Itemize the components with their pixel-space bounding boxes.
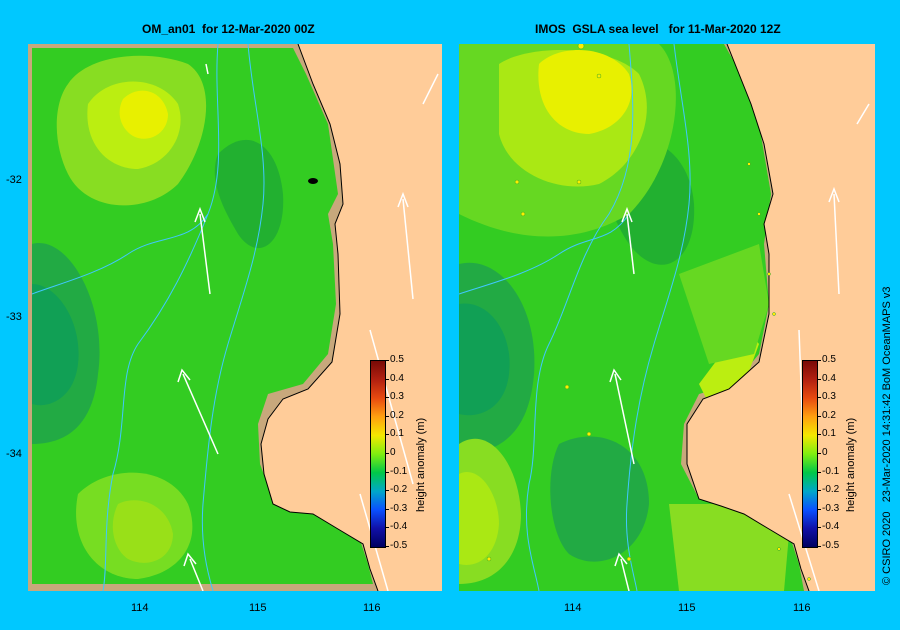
lat-label: -34 bbox=[6, 448, 22, 460]
lat-label: -33 bbox=[6, 311, 22, 323]
colorbar-tick-label: 0.5 bbox=[390, 354, 404, 365]
colorbar-tick bbox=[817, 546, 821, 547]
colorbar-tick bbox=[385, 490, 389, 492]
colorbar-tick bbox=[817, 360, 821, 361]
colorbar-tick bbox=[385, 527, 389, 529]
colorbar-tick bbox=[817, 397, 821, 399]
left-map-title: OM_an01 for 12-Mar-2020 00Z bbox=[142, 22, 315, 36]
colorbar-tick bbox=[385, 397, 389, 399]
right-map-title: IMOS GSLA sea level for 11-Mar-2020 12Z bbox=[535, 22, 781, 36]
colorbar-tick bbox=[385, 546, 389, 547]
colorbar-tick bbox=[817, 490, 821, 492]
colorbar-tick-label: 0.3 bbox=[822, 391, 836, 403]
colorbar-tick-label: 0.1 bbox=[390, 428, 404, 440]
lon-label-left: 114 bbox=[131, 602, 149, 614]
right-map[interactable] bbox=[459, 44, 875, 591]
colorbar-tick bbox=[817, 527, 821, 529]
colorbar-tick-label: -0.2 bbox=[822, 484, 840, 496]
colorbar-tick bbox=[817, 508, 821, 510]
colorbar-tick bbox=[817, 434, 821, 436]
colorbar-tick-label: 0.3 bbox=[390, 391, 404, 403]
credit-text: © CSIRO 2020 23-Mar-2020 14:31:42 BoM Oc… bbox=[881, 286, 893, 585]
colorbar-tick bbox=[385, 471, 389, 473]
colorbar-tick-label: 0 bbox=[390, 447, 396, 458]
colorbar-tick-label: -0.5 bbox=[390, 540, 408, 551]
left-map[interactable] bbox=[28, 44, 442, 591]
lon-label-left: 116 bbox=[363, 602, 381, 614]
lon-label-right: 115 bbox=[678, 602, 696, 614]
colorbar-tick-label: -0.2 bbox=[390, 484, 408, 496]
colorbar-tick bbox=[385, 360, 389, 361]
lon-label-right: 116 bbox=[793, 602, 811, 614]
colorbar-right bbox=[802, 360, 818, 548]
colorbar-tick bbox=[817, 471, 821, 473]
colorbar-tick-label: -0.3 bbox=[390, 502, 408, 514]
lon-label-right: 114 bbox=[564, 602, 582, 614]
colorbar-title-left: height anomaly (m) bbox=[415, 417, 427, 512]
colorbar-tick bbox=[817, 415, 821, 417]
colorbar-tick-label: 0.4 bbox=[390, 372, 404, 384]
lon-label-left: 115 bbox=[249, 602, 267, 614]
colorbar-tick-label: -0.4 bbox=[822, 521, 840, 533]
colorbar-tick-label: -0.4 bbox=[390, 521, 408, 533]
colorbar-tick bbox=[385, 378, 389, 380]
colorbar-tick-label: -0.5 bbox=[822, 540, 840, 551]
colorbar-tick-label: 0.1 bbox=[822, 428, 836, 440]
colorbar-tick bbox=[817, 378, 821, 380]
colorbar-tick-label: 0.2 bbox=[822, 409, 836, 421]
colorbar-left bbox=[370, 360, 386, 548]
colorbar-tick bbox=[385, 508, 389, 510]
colorbar-tick-label: -0.3 bbox=[822, 502, 840, 514]
colorbar-tick-label: 0.4 bbox=[822, 372, 836, 384]
colorbar-tick bbox=[385, 453, 389, 454]
colorbar-tick-label: -0.1 bbox=[390, 465, 408, 477]
lat-label: -32 bbox=[6, 174, 22, 186]
colorbar-tick-label: 0 bbox=[822, 447, 828, 458]
colorbar-tick bbox=[385, 434, 389, 436]
colorbar-tick-label: -0.1 bbox=[822, 465, 840, 477]
colorbar-title-right: height anomaly (m) bbox=[845, 417, 857, 512]
colorbar-tick-label: 0.5 bbox=[822, 354, 836, 365]
colorbar-tick-label: 0.2 bbox=[390, 409, 404, 421]
colorbar-tick bbox=[817, 453, 821, 454]
colorbar-tick bbox=[385, 415, 389, 417]
